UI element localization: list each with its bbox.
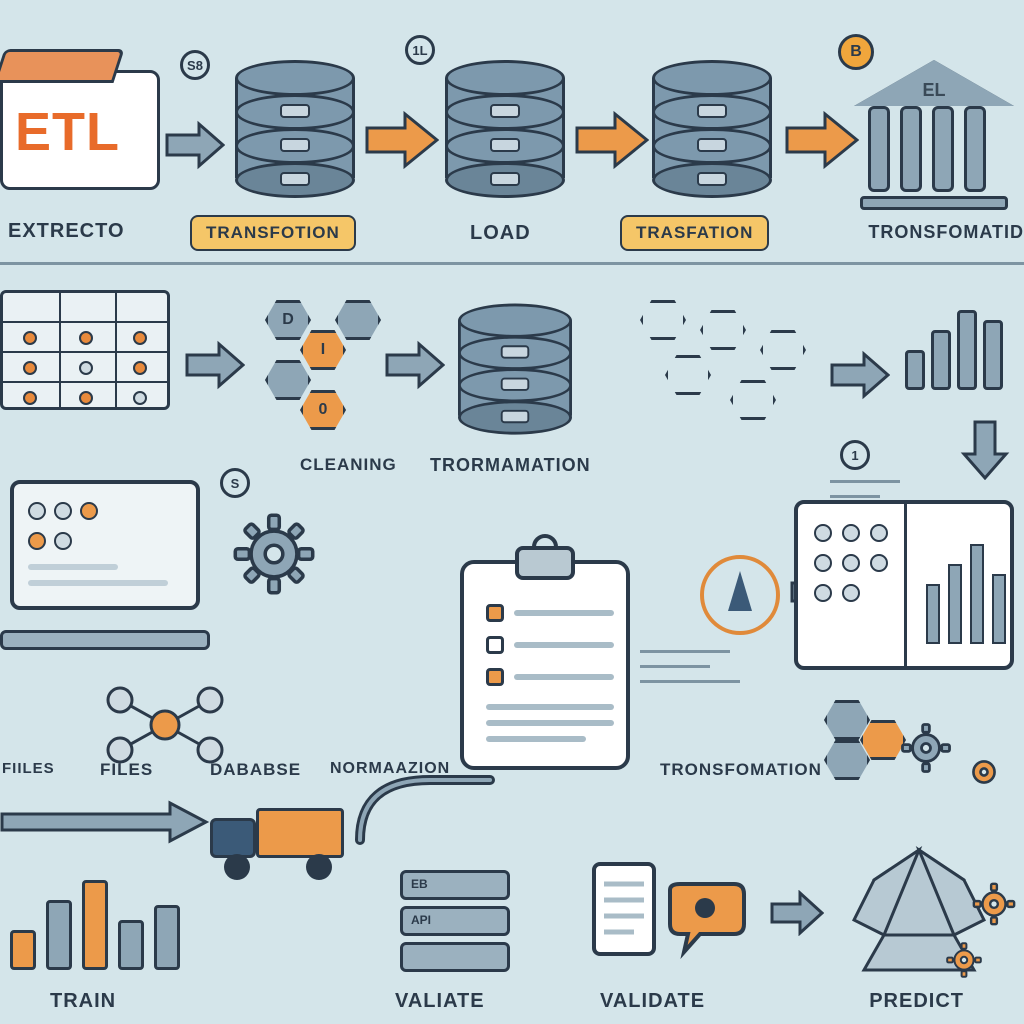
- arrow-icon: [830, 350, 890, 400]
- etl-card: ETL: [0, 70, 160, 190]
- laptop-icon: [0, 480, 210, 650]
- arrow-icon: [785, 110, 859, 170]
- arrow-icon: [165, 120, 225, 170]
- badge-1: 1: [840, 440, 870, 470]
- predict-label: PREDICT: [869, 990, 964, 1013]
- bottom-bar-chart: [10, 880, 180, 970]
- table-icon: [0, 290, 170, 410]
- transformation-pill-1: TRANSFOTION: [190, 215, 356, 251]
- badge-s8: S8: [180, 50, 210, 80]
- long-arrow-icon: [0, 800, 210, 844]
- arrow-icon: [185, 340, 245, 390]
- bank-icon: EL: [854, 60, 1014, 210]
- server-stack-icon: EB API: [400, 870, 510, 978]
- files-label-b: FILES: [100, 760, 153, 780]
- transform-right-label: TRONSFOMATID: [868, 222, 1024, 243]
- cleaning-label: CLEANING: [300, 455, 397, 475]
- validate-b-label: VALIDATE: [600, 990, 705, 1013]
- gear-icon: [944, 940, 984, 980]
- document-icon: [590, 860, 670, 965]
- arrow-down-icon: [960, 420, 1010, 480]
- compass-icon: [700, 555, 780, 635]
- arrow-icon: [575, 110, 649, 170]
- clipboard-icon: [460, 560, 630, 770]
- arrow-icon: [365, 110, 439, 170]
- database-label: DABABSE: [210, 760, 301, 780]
- diagram-canvas: ETL EXTRECTO S8 1L TRANSFOTION LOAD TRAS…: [0, 0, 1024, 1024]
- etl-text: ETL: [15, 101, 120, 163]
- report-panel-icon: [794, 500, 1014, 670]
- speech-bubble-icon: [660, 880, 750, 965]
- arrow-icon: [385, 340, 445, 390]
- trormamation-label: TRORMAMATION: [430, 455, 591, 476]
- gear-icon: [898, 720, 954, 776]
- files-label-a: FIILES: [2, 760, 55, 777]
- tronsfomation-label: TRONSFOMATION: [660, 760, 822, 780]
- database-icon: [235, 60, 355, 200]
- curved-connector: [350, 770, 510, 855]
- train-label: TRAIN: [50, 990, 116, 1013]
- badge-s: S: [220, 468, 250, 498]
- gear-icon: [970, 880, 1018, 928]
- load-label: LOAD: [470, 222, 531, 245]
- gear-icon: [230, 510, 318, 598]
- database-icon: [652, 60, 772, 200]
- database-icon: [445, 60, 565, 200]
- truck-icon: [210, 800, 350, 880]
- validate-a-label: VALIATE: [395, 990, 485, 1013]
- bar-chart-icon: [905, 310, 1003, 390]
- extract-label: EXTRECTO: [8, 220, 125, 243]
- transformation-pill-2: TRASFATION: [620, 215, 769, 251]
- gear-icon: [962, 750, 1006, 794]
- database-icon: [458, 304, 572, 437]
- arrow-icon: [770, 890, 824, 936]
- badge-1l: 1L: [405, 35, 435, 65]
